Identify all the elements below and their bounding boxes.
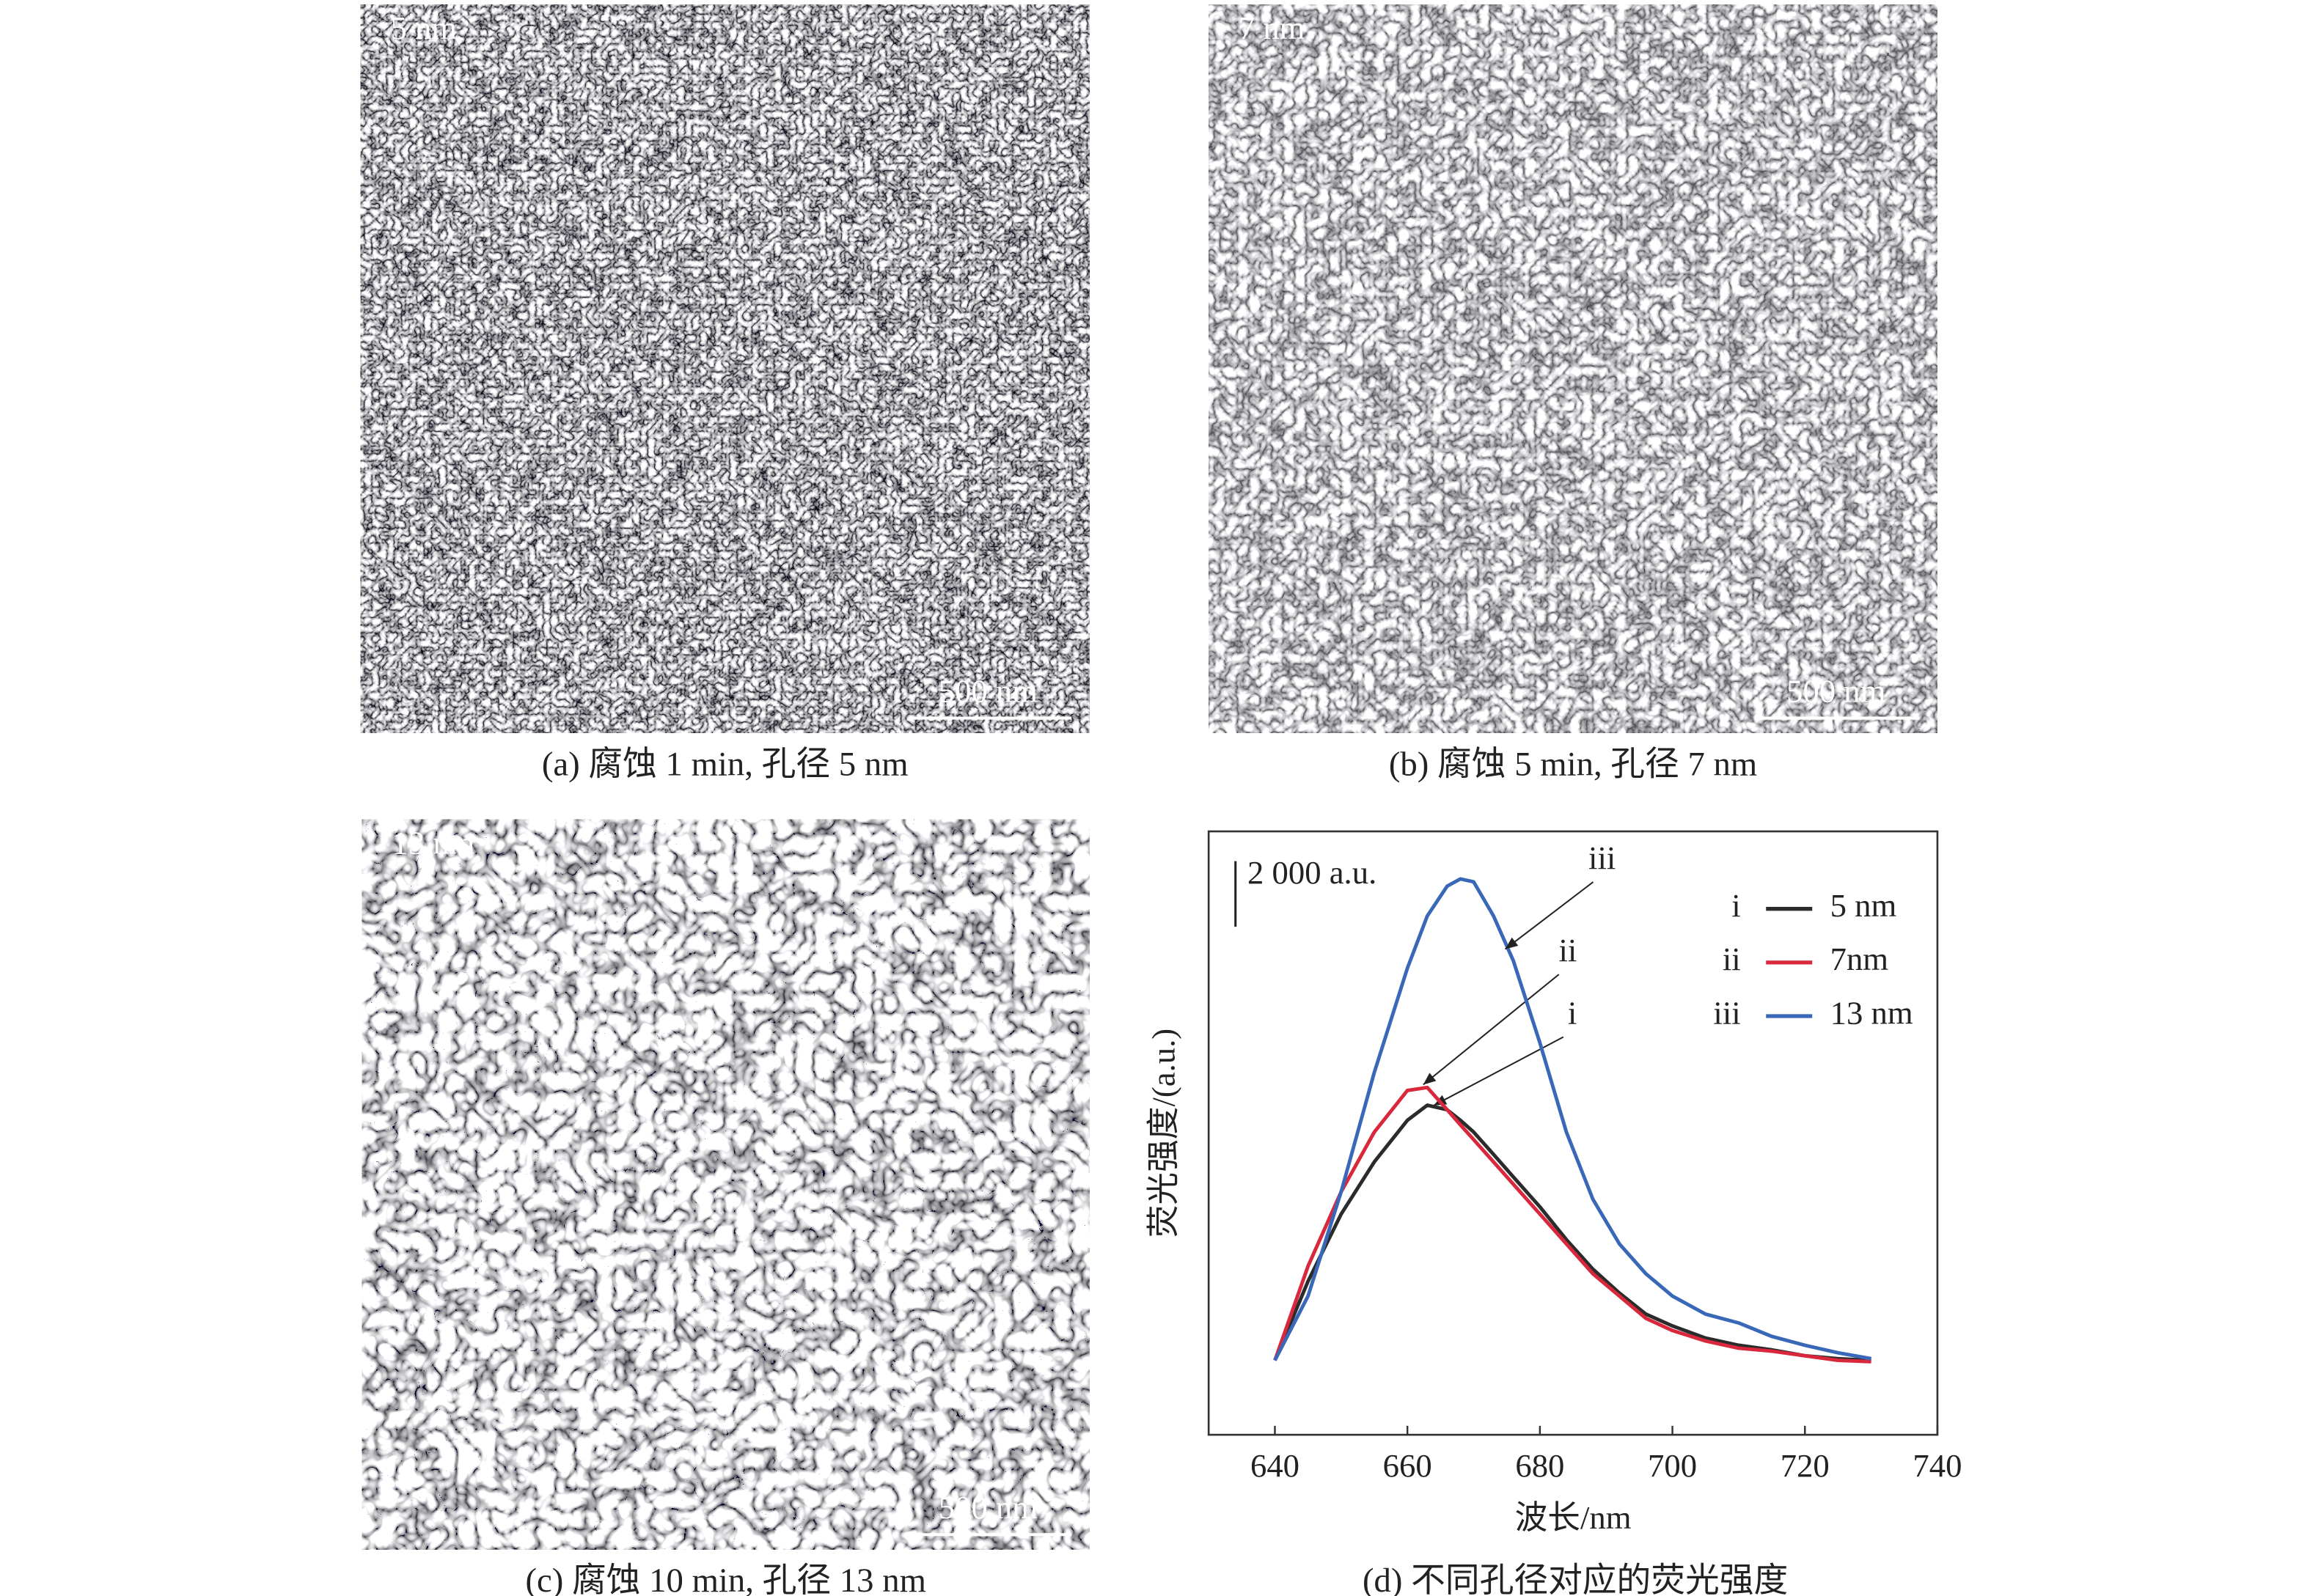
x-tick-label: 740 — [1913, 1447, 1962, 1484]
x-tick-label: 720 — [1781, 1447, 1830, 1484]
legend-label: ii — [1723, 941, 1741, 977]
annotation-arrowhead — [1423, 1073, 1437, 1085]
x-tick-label: 640 — [1250, 1447, 1299, 1484]
y-axis-label: 荧光强度/(a.u.) — [1145, 1029, 1182, 1238]
annotation-arrowhead — [1505, 937, 1519, 949]
line-series — [1273, 877, 1872, 1361]
annotation-arrow — [1504, 881, 1594, 950]
intensity-scale-label: 2 000 a.u. — [1247, 854, 1376, 891]
legend-name: 13 nm — [1830, 994, 1913, 1031]
x-tick-label: 680 — [1515, 1447, 1564, 1484]
scale-bar-label: 500 nm — [939, 1489, 1038, 1526]
series-annotation: i — [1568, 994, 1577, 1031]
series-annotation: ii — [1559, 932, 1577, 968]
chart: 640 660 680 700 720 740 波长/nm 荧光强度/(a.u.) (d) 不同… — [1145, 830, 1962, 1596]
panel-label: 13 nm — [392, 825, 474, 861]
panel-label: 5 nm — [390, 10, 457, 46]
legend-name: 7nm — [1830, 941, 1889, 977]
line-series — [1273, 1103, 1871, 1362]
x-axis-label: 波长/nm — [1515, 1499, 1632, 1536]
sem-image — [362, 819, 1090, 1550]
series-annotation: iii — [1588, 839, 1616, 876]
legend-label: iii — [1713, 994, 1740, 1031]
sem-images: 5 nm 500 nm (a) 腐蚀 1 min, 孔径 5 nm 7 nm 500 n… — [360, 4, 1937, 1596]
panel-label: 7 nm — [1239, 10, 1305, 46]
x-tick-label: 660 — [1383, 1447, 1432, 1484]
annotation-arrow — [1423, 974, 1560, 1086]
panel-caption: (a) 腐蚀 1 min, 孔径 5 nm — [542, 745, 909, 783]
line-series — [1273, 1085, 1871, 1364]
chart-caption: (d) 不同孔径对应的荧光强度 — [1363, 1562, 1788, 1596]
scale-bar-label: 500 nm — [1786, 672, 1886, 709]
sem-image — [360, 4, 1090, 733]
sem-image — [1209, 4, 1937, 733]
scale-bar-label: 500 nm — [939, 672, 1038, 709]
legend-name: 5 nm — [1830, 887, 1897, 924]
annotation-arrow — [1433, 1036, 1564, 1106]
x-tick-label: 700 — [1648, 1447, 1697, 1484]
panel-caption: (c) 腐蚀 10 min, 孔径 13 nm — [525, 1562, 925, 1596]
plot-frame — [1207, 830, 1939, 1436]
legend-label: i — [1731, 887, 1740, 924]
panel-caption: (b) 腐蚀 5 min, 孔径 7 nm — [1389, 745, 1757, 783]
